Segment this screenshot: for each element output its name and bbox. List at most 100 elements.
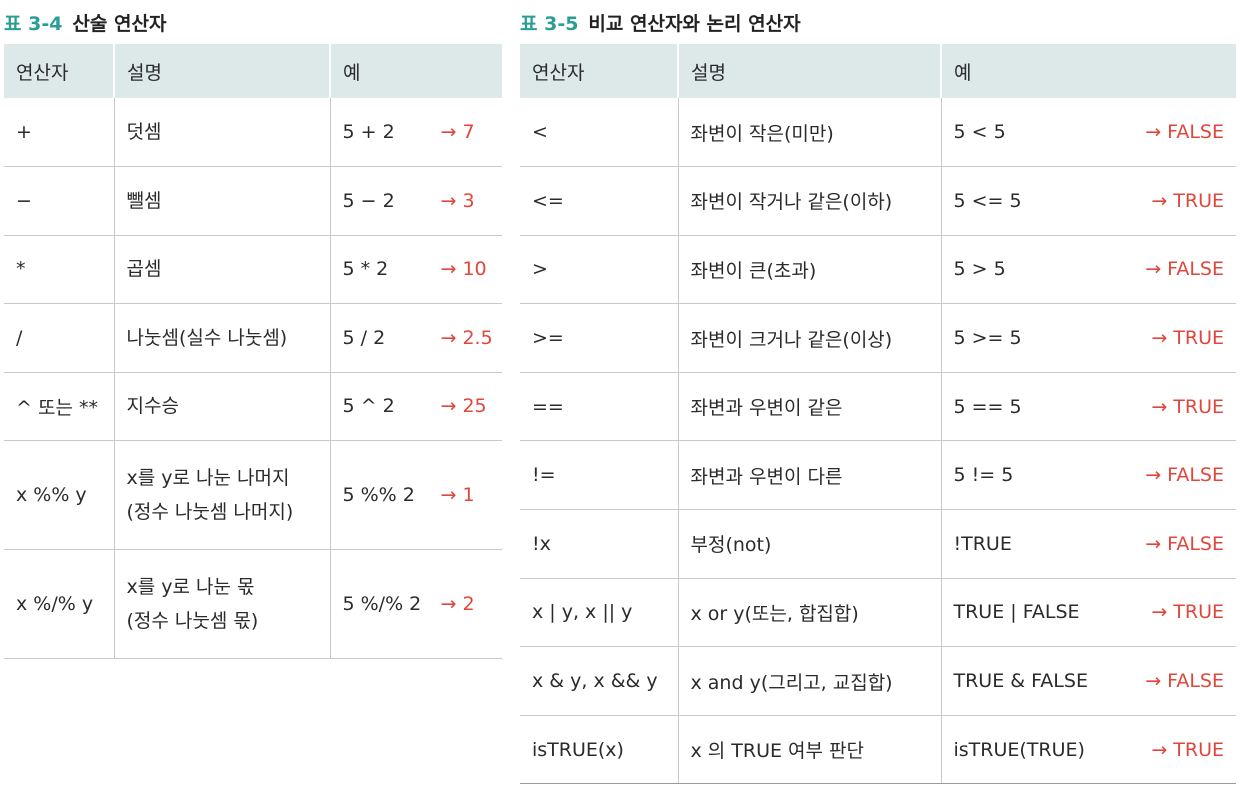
example-expression: 5 <= 5 [953, 189, 1022, 212]
header-description: 설명 [677, 44, 941, 98]
description-line: 덧셈 [126, 121, 162, 143]
description-line: (정수 나눗셈 몫) [126, 610, 259, 632]
table-row: ^ 또는 ** 지수승 5 ^ 2 → 25 [4, 372, 502, 441]
example-content: 5 ^ 2 → 25 [343, 395, 491, 417]
description-cell: 지수승 [113, 372, 330, 441]
table-row: x %/% y x를 y로 나눈 몫 (정수 나눗셈 몫) 5 %/% 2 → 2 [4, 549, 502, 659]
description-text: 지수승 [127, 389, 318, 423]
example-expression: 5 == 5 [953, 395, 1022, 418]
example-result: → 1 [440, 484, 475, 506]
operator-cell: x %% y [4, 440, 114, 550]
example-expression: TRUE & FALSE [953, 670, 1088, 693]
header-example: 예 [329, 44, 502, 98]
description-cell: x and y(그리고, 교집합) [677, 646, 941, 716]
example-cell: 5 < 5 → FALSE [940, 98, 1236, 168]
table-title: 산술 연산자 [72, 12, 167, 35]
example-expression: 5 / 2 [342, 326, 386, 349]
description-text: x를 y로 나눈 나머지 (정수 나눗셈 나머지) [127, 461, 318, 529]
example-content: 5 %/% 2 → 2 [343, 593, 491, 615]
table-caption: 표 3-5 비교 연산자와 논리 연산자 [520, 0, 1236, 44]
operator-cell: x %/% y [4, 549, 114, 659]
table-row: x %% y x를 y로 나눈 나머지 (정수 나눗셈 나머지) 5 %% 2 → 1 [4, 440, 502, 550]
example-content: TRUE | FALSE → TRUE [954, 601, 1225, 623]
example-expression: 5 >= 5 [953, 327, 1022, 350]
description-text: 뺄셈 [127, 184, 318, 218]
example-expression: 5 > 5 [953, 258, 1006, 281]
description-text: 곱셈 [127, 252, 318, 286]
example-result: → FALSE [1145, 464, 1224, 487]
example-expression: 5 %/% 2 [342, 593, 422, 615]
example-expression: 5 < 5 [953, 121, 1006, 144]
comparison-logical-operators-table: 연산자 설명 예 < 좌변이 작은(미만) 5 < 5 → FALSE <= 좌변이 작거… [520, 44, 1236, 785]
header-operator: 연산자 [520, 44, 678, 98]
description-cell: 좌변과 우변이 같은 [677, 372, 941, 442]
description-cell: x 의 TRUE 여부 판단 [677, 715, 941, 785]
operator-cell: isTRUE(x) [520, 715, 678, 785]
operator-cell: >= [520, 303, 678, 373]
example-cell: 5 <= 5 → TRUE [940, 166, 1236, 236]
description-line: (정수 나눗셈 나머지) [126, 501, 294, 523]
description-line: 곱셈 [126, 258, 162, 281]
description-cell: 곱셈 [113, 235, 330, 304]
description-text: 나눗셈(실수 나눗셈) [127, 321, 318, 355]
table-row: < 좌변이 작은(미만) 5 < 5 → FALSE [520, 98, 1236, 168]
example-content: 5 <= 5 → TRUE [954, 190, 1225, 212]
comparison-logical-operators-table-block: 표 3-5 비교 연산자와 논리 연산자 연산자 설명 예 < 좌변이 작은(미만… [520, 0, 1236, 785]
description-line: x를 y로 나눈 나머지 [126, 467, 290, 489]
example-result: → 7 [440, 121, 475, 143]
example-content: 5 / 2 → 2.5 [342, 326, 493, 349]
table-row: > 좌변이 큰(초과) 5 > 5 → FALSE [520, 235, 1236, 305]
example-expression: !TRUE [953, 532, 1012, 555]
example-content: 5 > 5 → FALSE [954, 258, 1225, 280]
example-content: 5 * 2 → 10 [343, 258, 491, 280]
description-line: 지수승 [126, 395, 179, 418]
description-cell: 덧셈 [113, 98, 330, 167]
example-content: 5 == 5 → TRUE [954, 396, 1225, 418]
description-cell: 뺄셈 [113, 166, 330, 236]
table-number: 표 3-4 [4, 12, 63, 35]
example-cell: isTRUE(TRUE) → TRUE [940, 715, 1236, 785]
example-result: → TRUE [1151, 601, 1224, 624]
example-expression: isTRUE(TRUE) [953, 738, 1085, 761]
table-row: != 좌변과 우변이 다른 5 != 5 → FALSE [520, 440, 1236, 511]
operator-cell: x | y, x || y [520, 578, 678, 648]
description-line: x를 y로 나눈 몫 [126, 576, 255, 598]
table-row: == 좌변과 우변이 같은 5 == 5 → TRUE [520, 372, 1236, 442]
description-cell: 좌변이 크거나 같은(이상) [677, 303, 941, 373]
example-content: 5 != 5 → FALSE [954, 464, 1225, 486]
example-expression: 5 * 2 [342, 258, 389, 281]
description-text: x를 y로 나눈 몫 (정수 나눗셈 몫) [127, 570, 318, 638]
example-content: 5 < 5 → FALSE [954, 121, 1225, 143]
table-header-row: 연산자 설명 예 [520, 44, 1236, 98]
example-content: 5 − 2 → 3 [343, 190, 491, 212]
header-example: 예 [940, 44, 1236, 98]
table-caption: 표 3-4 산술 연산자 [4, 0, 502, 44]
table-row: / 나눗셈(실수 나눗셈) 5 / 2 → 2.5 [4, 303, 502, 373]
operator-cell: == [520, 372, 678, 442]
description-cell: 좌변이 작은(미만) [677, 98, 941, 168]
example-content: 5 + 2 → 7 [343, 121, 491, 143]
operator-cell: + [4, 98, 114, 167]
example-cell: 5 + 2 → 7 [329, 98, 502, 167]
example-result: → 25 [440, 395, 487, 418]
example-result: → FALSE [1145, 121, 1224, 144]
operator-cell: ^ 또는 ** [4, 372, 114, 441]
example-cell: 5 >= 5 → TRUE [940, 303, 1236, 373]
operator-cell: < [520, 98, 678, 168]
description-cell: x를 y로 나눈 나머지 (정수 나눗셈 나머지) [113, 440, 330, 550]
header-description: 설명 [113, 44, 330, 98]
example-expression: 5 + 2 [342, 121, 395, 143]
example-result: → FALSE [1145, 670, 1224, 693]
example-result: → 3 [440, 189, 475, 212]
example-content: 5 >= 5 → TRUE [954, 327, 1225, 349]
example-result: → 10 [440, 258, 487, 281]
description-cell: 나눗셈(실수 나눗셈) [113, 303, 330, 373]
description-cell: x를 y로 나눈 몫 (정수 나눗셈 몫) [113, 549, 330, 659]
example-result: → 2 [440, 593, 475, 615]
operator-cell: * [4, 235, 114, 304]
operator-cell: x & y, x && y [520, 646, 678, 716]
example-expression: TRUE | FALSE [953, 601, 1080, 624]
example-result: → FALSE [1145, 258, 1224, 281]
description-line: 나눗셈(실수 나눗셈) [126, 326, 288, 349]
